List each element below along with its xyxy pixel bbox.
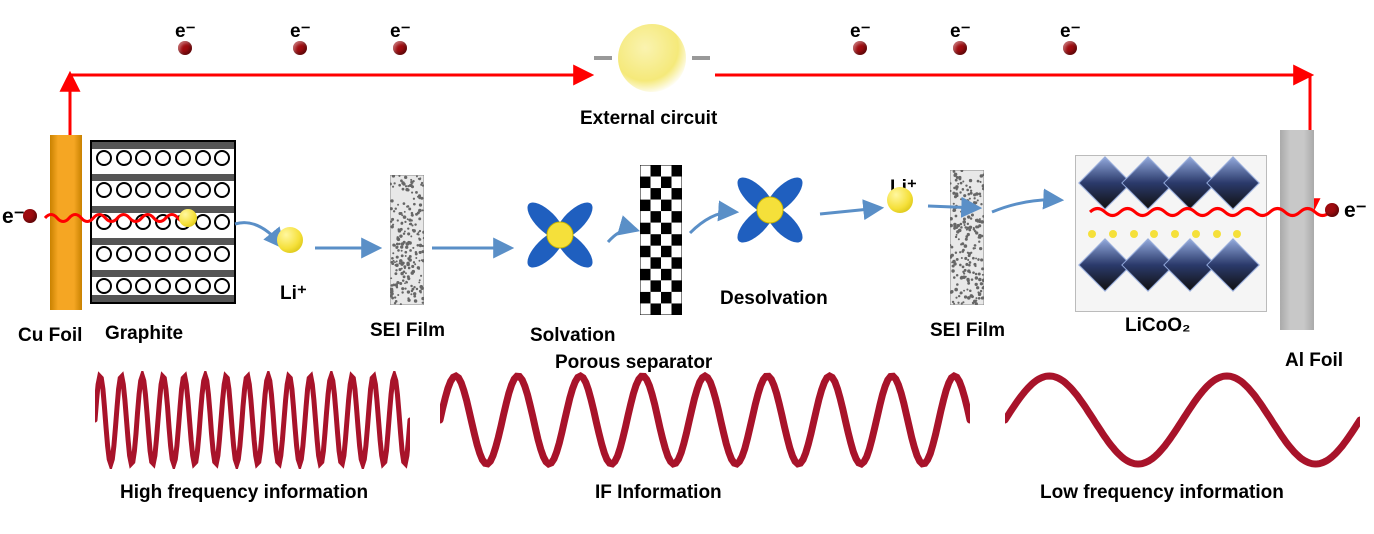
electron-label: e⁻: [390, 20, 411, 43]
electron-icon: [178, 41, 192, 55]
high-freq-wave: [95, 371, 410, 469]
separator-label: Porous separator: [555, 352, 712, 374]
electron-icon: [953, 41, 967, 55]
if-wave: [440, 369, 970, 471]
electron-label: e⁻: [2, 204, 25, 229]
solvated-ion-icon: [520, 195, 600, 275]
low-freq-wave: [1005, 369, 1360, 471]
external-circuit-label: External circuit: [580, 108, 717, 130]
licoo2-label: LiCoO₂: [1125, 315, 1190, 337]
electron-label: e⁻: [1060, 20, 1081, 43]
al-foil-label: Al Foil: [1285, 350, 1343, 372]
desolvation-label: Desolvation: [720, 288, 828, 310]
low-freq-label: Low frequency information: [1040, 482, 1284, 504]
cu-foil-label: Cu Foil: [18, 325, 82, 347]
li-ion-icon: [179, 209, 197, 227]
li-ion-icon: [277, 227, 303, 253]
electron-label: e⁻: [1344, 198, 1367, 223]
electron-icon: [1063, 41, 1077, 55]
sei-right-label: SEI Film: [930, 320, 1005, 342]
li-ion-icon: [887, 187, 913, 213]
li-ion-label-1: Li⁺: [280, 282, 307, 305]
electron-icon: [393, 41, 407, 55]
electron-label: e⁻: [950, 20, 971, 43]
high-freq-label: High frequency information: [120, 482, 368, 504]
electron-icon: [853, 41, 867, 55]
graphite-label: Graphite: [105, 323, 183, 345]
solvation-label: Solvation: [530, 325, 616, 347]
solvated-ion-icon: [730, 170, 810, 250]
electron-label: e⁻: [175, 20, 196, 43]
sei-left-label: SEI Film: [370, 320, 445, 342]
if-label: IF Information: [595, 482, 722, 504]
electron-icon: [23, 209, 37, 223]
electron-label: e⁻: [290, 20, 311, 43]
electron-label: e⁻: [850, 20, 871, 43]
electron-icon: [293, 41, 307, 55]
electron-icon: [1325, 203, 1339, 217]
